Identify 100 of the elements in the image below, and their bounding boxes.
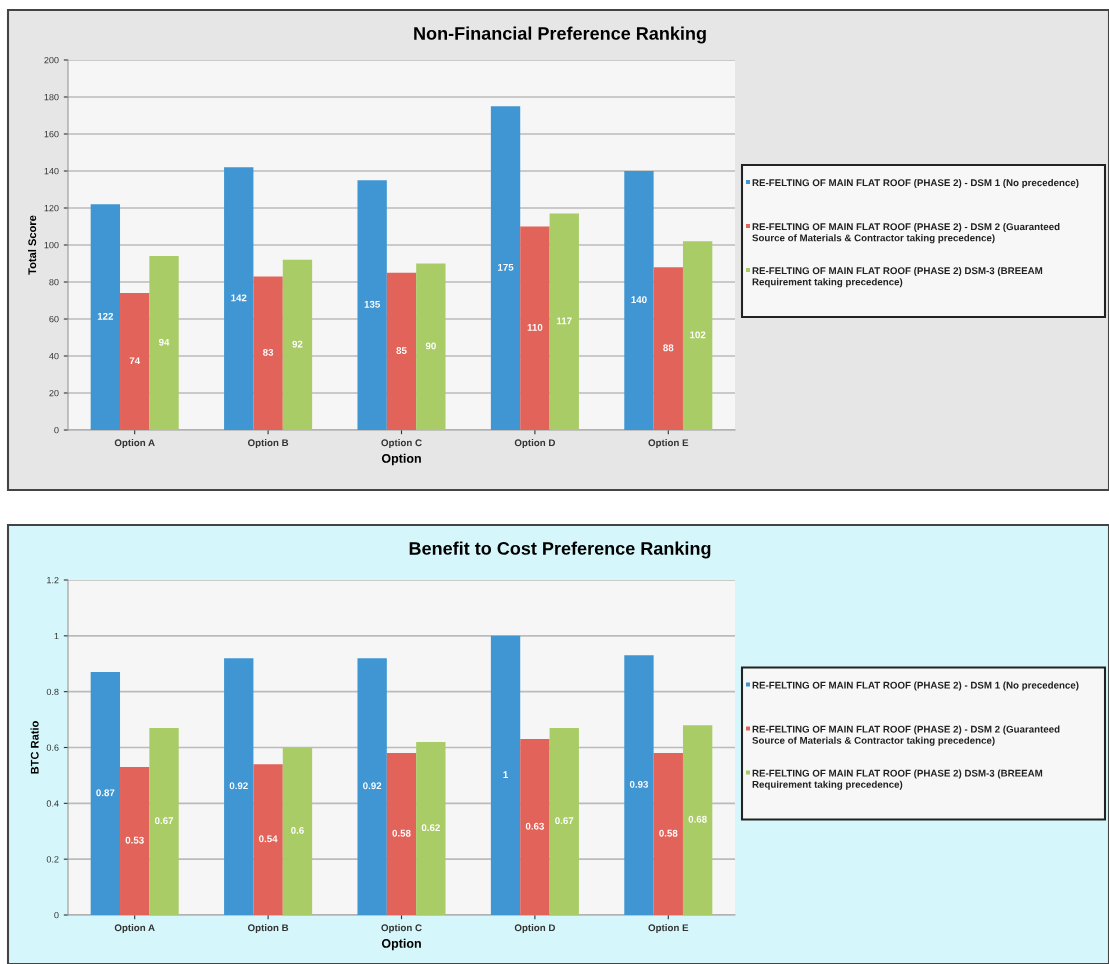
y-tick-label: 60 — [49, 315, 59, 323]
y-tick-label: 120 — [44, 204, 59, 212]
data-label: 0.92 — [229, 782, 248, 790]
data-label: 0.67 — [154, 817, 174, 825]
bar — [149, 256, 179, 430]
data-label: 140 — [631, 296, 647, 304]
bar — [520, 739, 550, 915]
data-label: 122 — [97, 312, 114, 320]
y-tick-label: 0.6 — [46, 744, 59, 751]
x-tick-label: Option A — [114, 924, 155, 934]
bar — [682, 725, 713, 915]
bar — [224, 658, 254, 915]
legend-label: RE-FELTING OF MAIN FLAT ROOF (PHASE 2) - DSM 2 (Guaranteed Source of Materials & Contractor taking precedence) — [752, 725, 1060, 746]
bar — [386, 753, 417, 915]
data-label: 175 — [498, 263, 514, 271]
data-label: 85 — [396, 347, 407, 354]
bar — [549, 213, 579, 430]
x-tick-label: Option D — [514, 924, 556, 934]
bar — [357, 658, 387, 915]
y-tick-label: 40 — [49, 352, 59, 360]
data-label: 0.68 — [688, 815, 707, 823]
bar — [120, 293, 150, 430]
x-tick-label: Option D — [514, 439, 556, 449]
y-tick-label: 160 — [44, 130, 59, 138]
x-tick-label: Option E — [648, 439, 689, 449]
legend-label: RE-FELTING OF MAIN FLAT ROOF (PHASE 2) DSM-3 (BREEAM Requirement taking precedence) — [752, 267, 1043, 288]
data-label: 0.58 — [392, 829, 411, 837]
y-tick-label: 0.8 — [46, 688, 59, 696]
x-tick-label: Option A — [114, 439, 155, 449]
x-tick-label: Option B — [247, 439, 289, 449]
bar — [282, 259, 313, 430]
y-tick-label: 180 — [44, 93, 59, 101]
data-label: 83 — [263, 348, 274, 356]
y-axis-title: BTC Ratio — [30, 721, 39, 774]
y-tick-label: 1 — [54, 632, 59, 640]
data-label: 0.6 — [291, 826, 304, 834]
data-label: 0.58 — [659, 829, 678, 837]
y-tick-label: 0 — [54, 911, 59, 919]
data-label: 0.53 — [125, 836, 144, 844]
bar — [653, 267, 683, 430]
data-label: 0.54 — [259, 835, 278, 843]
bar — [416, 741, 446, 915]
legend-label: RE-FELTING OF MAIN FLAT ROOF (PHASE 2) - DSM 2 (Guaranteed Source of Materials & Contractor taking precedence) — [752, 223, 1060, 244]
y-tick-label: 0.2 — [46, 856, 59, 863]
data-label: 0.87 — [96, 789, 115, 797]
data-label: 0.93 — [629, 780, 649, 788]
legend-label: RE-FELTING OF MAIN FLAT ROOF (PHASE 2) - DSM 1 (No precedence) — [752, 681, 1079, 691]
y-tick-label: 140 — [44, 167, 59, 175]
y-axis-title: Total Score — [28, 215, 37, 275]
bar — [624, 171, 654, 430]
x-axis-title: Option — [381, 453, 421, 466]
x-tick-label: Option B — [247, 924, 289, 934]
bar — [490, 106, 521, 430]
data-label: 88 — [663, 344, 674, 352]
data-label: 142 — [231, 294, 247, 302]
data-label: 94 — [158, 338, 170, 346]
bar — [520, 226, 550, 430]
x-tick-label: Option C — [381, 924, 422, 934]
y-tick-label: 100 — [44, 241, 59, 249]
bar — [624, 655, 654, 915]
data-label: 90 — [425, 342, 436, 350]
bar — [490, 635, 521, 915]
bar — [653, 753, 683, 915]
bar — [120, 767, 150, 915]
data-label: 0.63 — [525, 822, 545, 830]
data-label: 135 — [364, 300, 380, 308]
x-tick-label: Option E — [648, 924, 689, 934]
bar — [253, 764, 283, 915]
bar — [416, 263, 446, 430]
data-label: 0.67 — [555, 817, 574, 825]
bar — [282, 747, 313, 915]
chart-title: Non-Financial Preference Ranking — [414, 26, 706, 44]
data-label: 110 — [527, 323, 543, 331]
data-label: 0.62 — [421, 824, 440, 832]
y-tick-label: 0 — [54, 426, 59, 434]
data-label: 74 — [129, 357, 141, 365]
bar — [357, 180, 387, 430]
data-label: 92 — [292, 340, 303, 348]
chart-title: Benefit to Cost Preference Ranking — [409, 541, 711, 559]
bar — [549, 727, 579, 915]
bar — [386, 272, 417, 430]
y-tick-label: 200 — [44, 56, 59, 64]
x-tick-label: Option C — [381, 439, 422, 449]
bar — [90, 672, 121, 915]
y-tick-label: 20 — [49, 389, 59, 397]
legend-label: RE-FELTING OF MAIN FLAT ROOF (PHASE 2) - DSM 1 (No precedence) — [752, 179, 1079, 189]
y-tick-label: 1.2 — [47, 576, 59, 584]
bar — [253, 276, 283, 430]
bar — [149, 727, 179, 915]
data-label: 1 — [503, 771, 508, 778]
x-axis-title: Option — [381, 938, 421, 951]
y-tick-label: 80 — [49, 278, 59, 286]
data-label: 102 — [690, 331, 706, 339]
legend-label: RE-FELTING OF MAIN FLAT ROOF (PHASE 2) DSM-3 (BREEAM Requirement taking precedence) — [752, 769, 1043, 790]
y-tick-label: 0.4 — [46, 800, 59, 807]
bar — [224, 167, 254, 430]
data-label: 0.92 — [363, 782, 382, 790]
bar — [682, 241, 713, 430]
bar — [90, 204, 121, 430]
data-label: 117 — [557, 317, 572, 325]
